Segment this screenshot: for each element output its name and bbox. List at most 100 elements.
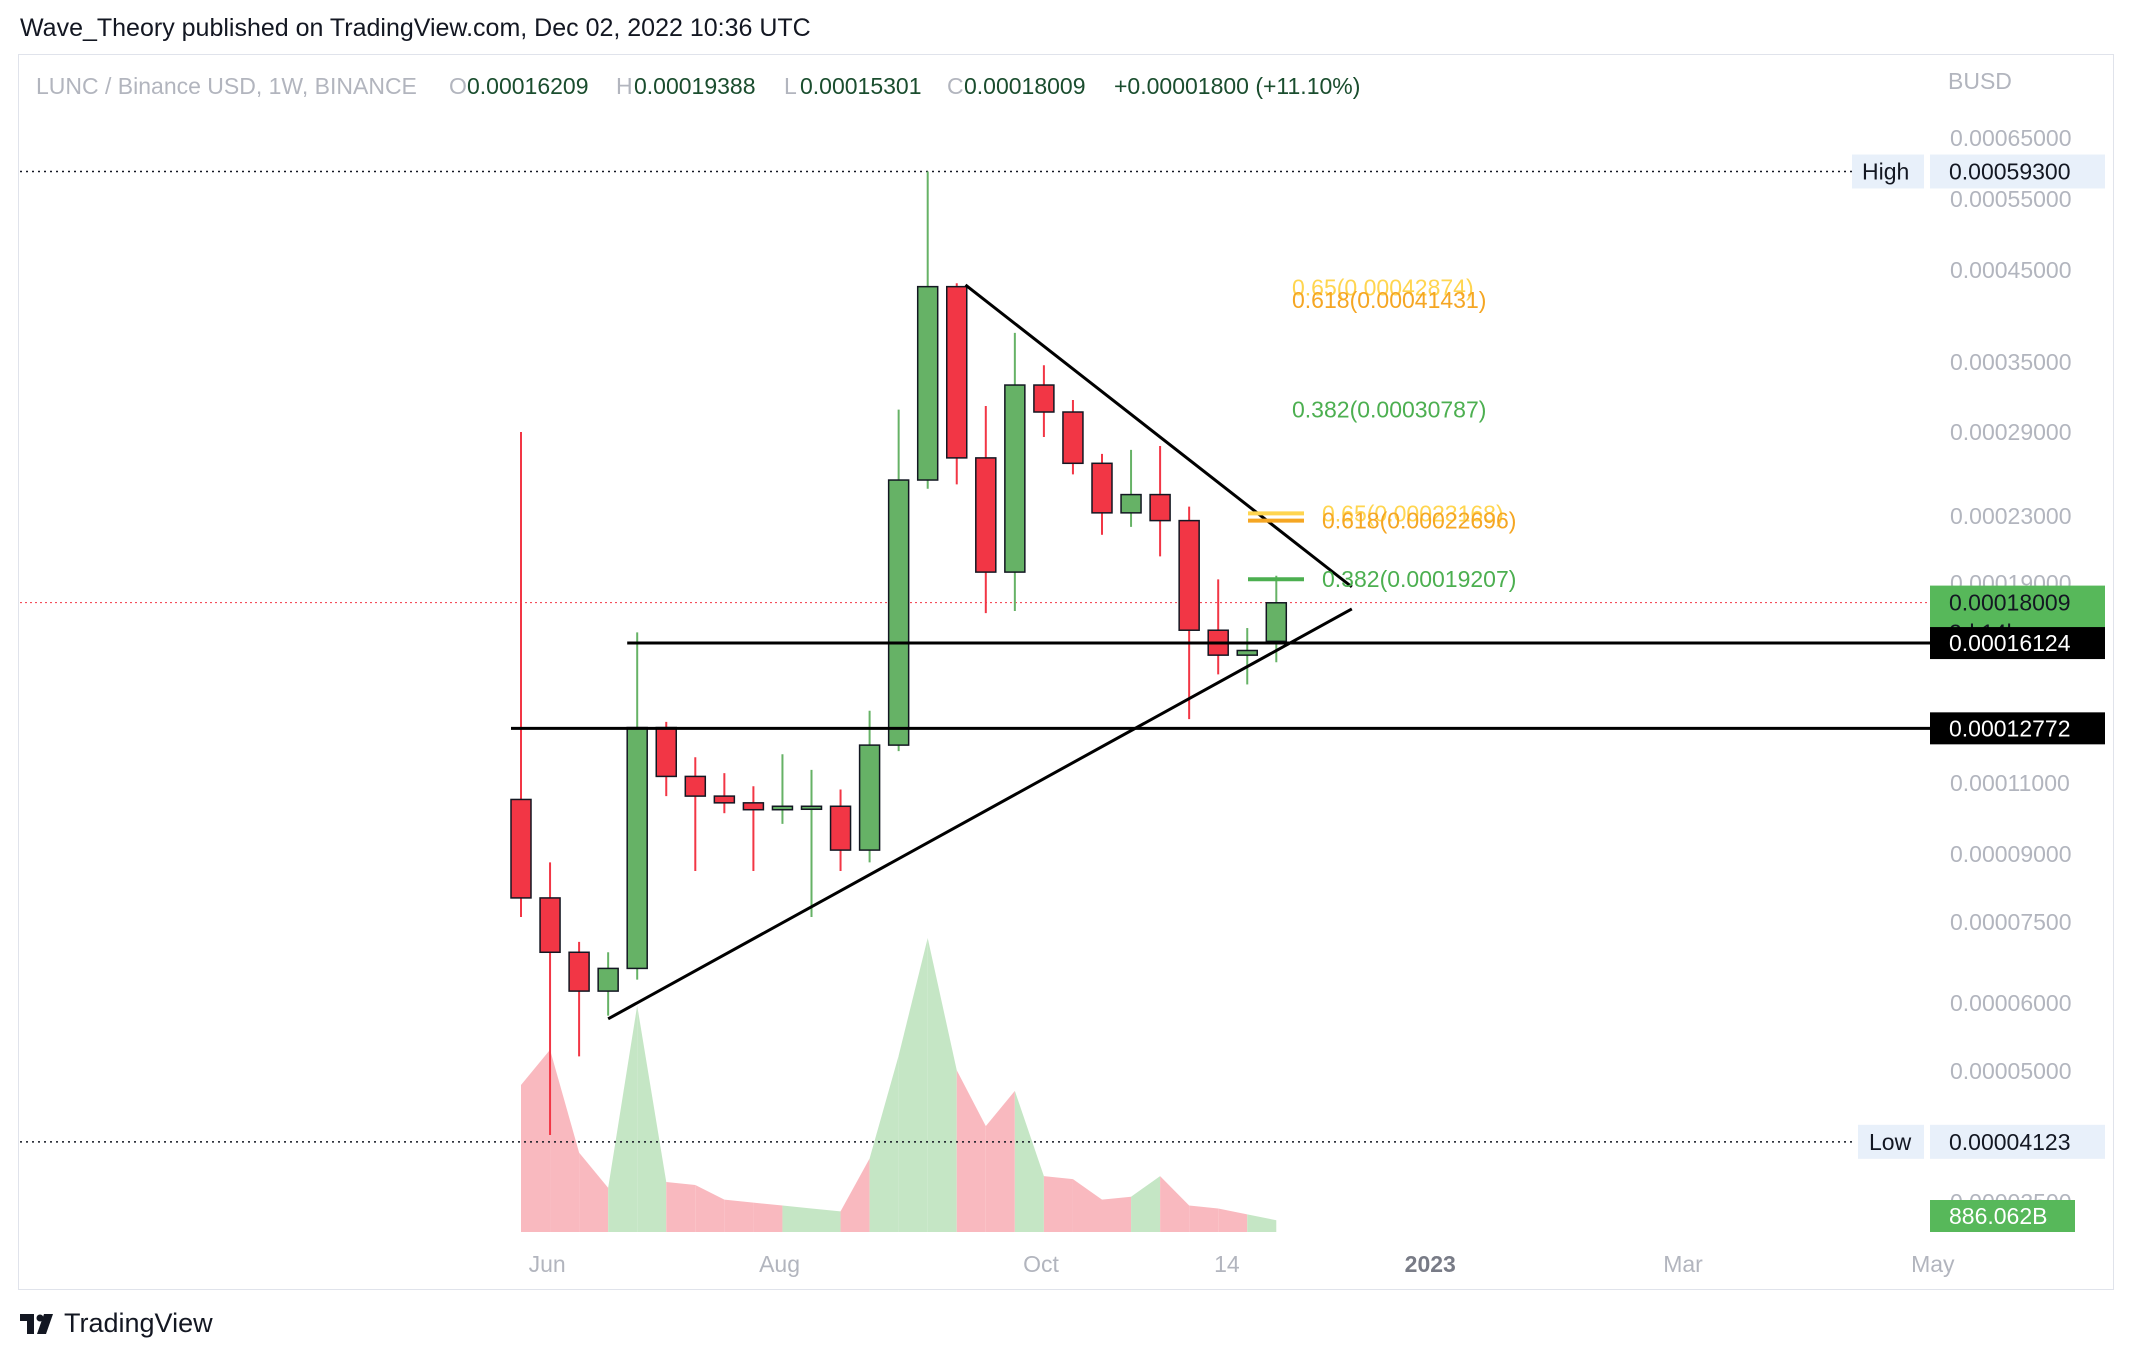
fib-ratio: 0.382 [1292, 397, 1350, 423]
volume-segment [695, 1184, 725, 1232]
candle-body [510, 798, 532, 899]
candle-body [1236, 649, 1258, 656]
candle-body [829, 805, 852, 851]
volume-segment [1131, 1176, 1161, 1232]
y-tick-label: 0.00029000 [1950, 419, 2072, 445]
horizontal-level-tag-bg [1930, 627, 2105, 660]
low-value-tag-bg [1930, 1124, 2105, 1159]
x-tick-label: 14 [1214, 1251, 1240, 1277]
volume-segment [1102, 1196, 1132, 1232]
y-tick-label: 0.00045000 [1950, 257, 2072, 283]
low-value-tag: 0.00004123 [1949, 1129, 2071, 1155]
volume-segment [724, 1199, 754, 1232]
fib-value: (0.00023168) [1367, 500, 1504, 526]
x-tick-label: Jun [529, 1251, 566, 1277]
legend-close-value: 0.00018009 [964, 73, 1086, 99]
x-tick-label: May [1911, 1251, 1955, 1277]
x-axis-ticks: Jun Aug Oct 14 2023 Mar May [529, 1251, 1955, 1277]
volume-segment [1189, 1205, 1219, 1232]
candle-body [1004, 384, 1026, 573]
volume-segment [666, 1182, 696, 1232]
legend-high-value: 0.00019388 [634, 73, 756, 99]
volume-segment [1043, 1176, 1073, 1232]
candle-body [858, 744, 881, 851]
volume-segment [1160, 1176, 1190, 1232]
triangle-upper-line [964, 283, 1353, 589]
candle-body [742, 802, 765, 811]
fib-ratio: 0.65 [1322, 500, 1367, 526]
legend-open-label: O [449, 73, 467, 99]
drawings [511, 283, 1930, 1021]
x-tick-label: Mar [1663, 1251, 1703, 1277]
tradingview-logo[interactable]: TradingView [20, 1308, 213, 1339]
high-low-dotted-lines [20, 170, 1930, 1143]
volume-segment [1072, 1179, 1102, 1232]
fib-ratio: 0.618 [1292, 287, 1350, 313]
legend-open-value: 0.00016209 [467, 73, 589, 99]
candle-body [655, 726, 677, 778]
volume-segment [898, 938, 928, 1232]
volume-segment [782, 1205, 812, 1232]
fib-label: 0.65(0.00023168) [1322, 500, 1504, 526]
tradingview-logo-text: TradingView [64, 1308, 213, 1338]
volume-segment [1014, 1090, 1044, 1232]
y-tick-label: 0.00006000 [1950, 990, 2072, 1016]
legend-close-label: C [947, 73, 964, 99]
fib-ratio: 0.382 [1322, 566, 1380, 592]
candle-body [684, 775, 707, 797]
candle-body [597, 967, 619, 992]
horizontal-level-tag: 0.00012772 [1949, 715, 2071, 741]
volume-tag-bg [1930, 1200, 2075, 1232]
candle-body [771, 805, 794, 811]
low-label: Low [1869, 1129, 1912, 1155]
candle-body [1265, 602, 1288, 643]
x-tick-label: Oct [1023, 1251, 1059, 1277]
candle-body [568, 951, 590, 992]
fib-label: 0.382(0.00019207) [1322, 566, 1516, 592]
candle-body [713, 795, 736, 804]
volume-segment [985, 1090, 1015, 1232]
fib-label: 0.65(0.00042874) [1292, 275, 1474, 301]
volume-segment [550, 1049, 580, 1232]
chart-frame[interactable] [18, 54, 2114, 1290]
y-tick-label: 0.00007500 [1950, 909, 2072, 935]
volume-segment [753, 1202, 783, 1232]
fib-label: 0.382(0.00030787) [1292, 397, 1486, 423]
fib-label: 0.618(0.00022696) [1322, 508, 1516, 534]
volume-segment [840, 1158, 870, 1232]
y-tick-label: 0.00009000 [1950, 841, 2072, 867]
volume-segment [927, 938, 957, 1232]
y-tick-label: 0.00055000 [1950, 186, 2072, 212]
fib-value: (0.00030787) [1350, 397, 1487, 423]
volume-segment [608, 1005, 638, 1232]
volume-segment [1218, 1208, 1248, 1232]
candle-body [800, 805, 823, 811]
fib-ratio: 0.618 [1322, 508, 1380, 534]
volume-segment [579, 1152, 609, 1232]
x-tick-label: Aug [759, 1251, 800, 1277]
y-axis-ticks: 0.00065000 0.00055000 0.00045000 0.00035000… [1950, 125, 2072, 1215]
candle-body [975, 457, 997, 573]
x-tick-label: 2023 [1405, 1251, 1456, 1277]
high-value-tag: 0.00059300 [1949, 159, 2071, 185]
fib-value: (0.00022696) [1380, 508, 1517, 534]
fib-levels: 0.65(0.00042874)0.618(0.00041431)0.382(0… [1248, 275, 1516, 592]
y-tick-label: 0.00005000 [1950, 1058, 2072, 1084]
candle-body [1120, 493, 1142, 514]
volume-tag-value: 886.062B [1949, 1203, 2047, 1229]
volume-segment [637, 1005, 667, 1232]
fib-value: (0.00042874) [1337, 275, 1474, 301]
legend-high-label: H [616, 73, 633, 99]
y-tick-label: 0.00011000 [1950, 770, 2070, 796]
tradingview-logo-icon [20, 1313, 53, 1334]
volume-segment [869, 1055, 899, 1232]
candle-body [1149, 493, 1171, 522]
volume-segment [811, 1208, 841, 1232]
axis-currency: BUSD [1948, 68, 2012, 94]
horizontal-level-tag: 0.00016124 [1949, 630, 2071, 656]
y-tick-label: 0.00035000 [1950, 349, 2072, 375]
fib-value: (0.00041431) [1350, 287, 1487, 313]
legend-low-value: 0.00015301 [800, 73, 922, 99]
price-tags: High0.00059300Low0.000041230.000180092d … [1852, 154, 2105, 1232]
